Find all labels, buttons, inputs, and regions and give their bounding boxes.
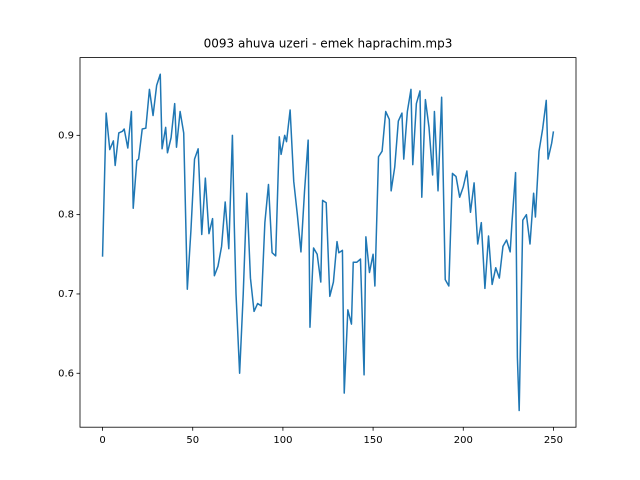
y-tick-label: 0.9 [58,130,74,141]
y-tick-label: 0.6 [58,368,74,379]
x-tick-label: 100 [273,435,292,446]
x-tick-label: 150 [364,435,383,446]
plot-frame [79,57,577,428]
line [101,73,555,412]
x-tick-label: 200 [454,435,473,446]
y-tick-label: 0.7 [58,289,74,300]
chart-title: 0093 ahuva uzeri - emek haprachim.mp3 [204,37,453,51]
x-tick-label: 50 [186,435,199,446]
x-tick-label: 250 [544,435,563,446]
y-tick-label: 0.8 [58,210,74,221]
x-tick-label: 0 [99,435,105,446]
